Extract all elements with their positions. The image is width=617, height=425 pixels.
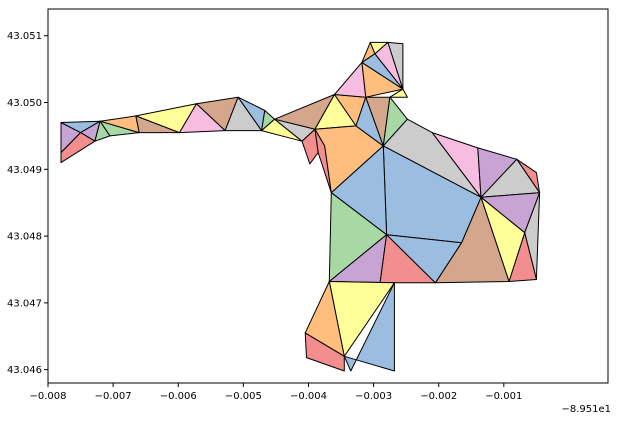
plot-frame bbox=[47, 8, 609, 384]
x-tick-label-1: −0.007 bbox=[95, 391, 132, 402]
x-tick-label-7: −0.001 bbox=[485, 391, 522, 402]
polygon-layer bbox=[60, 41, 541, 372]
x-axis: −0.008 −0.007 −0.006 −0.005 −0.004 −0.003 −0.0… bbox=[29, 383, 522, 402]
x-tick-label-5: −0.003 bbox=[355, 391, 392, 402]
x-tick-label-4: −0.004 bbox=[290, 391, 327, 402]
y-tick-label-4: 43.050 bbox=[7, 98, 42, 109]
y-tick-label-3: 43.049 bbox=[7, 165, 42, 176]
y-tick-label-2: 43.048 bbox=[7, 232, 42, 243]
polygon-53 bbox=[304, 332, 345, 372]
y-tick-label-1: 43.047 bbox=[7, 298, 42, 309]
x-tick-label-2: −0.006 bbox=[160, 391, 197, 402]
x-axis-offset-label: −8.951e1 bbox=[561, 404, 611, 415]
y-tick-label-0: 43.046 bbox=[7, 365, 42, 376]
y-axis: 43.046 43.047 43.048 43.049 43.050 43.051 bbox=[7, 31, 48, 376]
x-tick-label-0: −0.008 bbox=[29, 391, 66, 402]
y-tick-label-5: 43.051 bbox=[7, 31, 42, 42]
polygon-23 bbox=[334, 61, 367, 98]
polygon-32 bbox=[387, 41, 404, 90]
polygon-27 bbox=[389, 88, 408, 98]
x-tick-label-3: −0.005 bbox=[225, 391, 262, 402]
x-tick-label-6: −0.002 bbox=[420, 391, 457, 402]
polygon-31 bbox=[369, 41, 389, 55]
polygon-49 bbox=[386, 234, 462, 284]
